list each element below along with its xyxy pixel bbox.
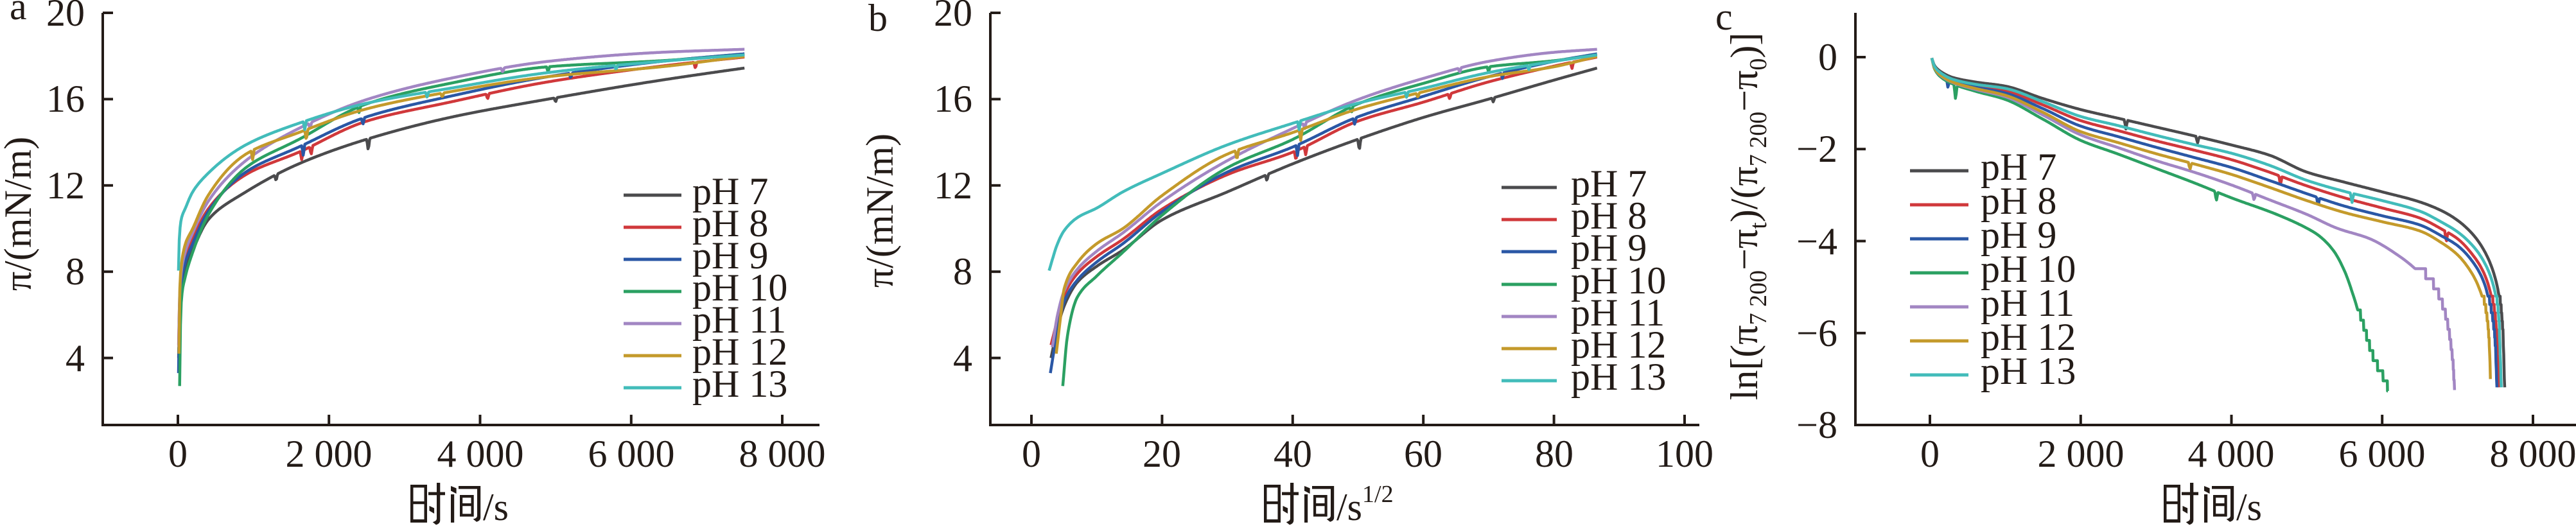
svg-text:pH 10: pH 10 bbox=[692, 266, 787, 309]
svg-text:pH 8: pH 8 bbox=[1981, 180, 2056, 222]
svg-text:pH 7: pH 7 bbox=[1571, 162, 1647, 205]
svg-text:pH 11: pH 11 bbox=[692, 299, 786, 341]
svg-text:a: a bbox=[10, 0, 27, 28]
svg-text:b: b bbox=[868, 0, 888, 39]
svg-text:pH 12: pH 12 bbox=[1981, 316, 2076, 358]
svg-text:4: 4 bbox=[953, 337, 972, 379]
svg-text:0: 0 bbox=[1818, 36, 1837, 78]
svg-text:6 000: 6 000 bbox=[2339, 433, 2426, 475]
svg-text:pH 11: pH 11 bbox=[1981, 282, 2074, 324]
svg-text:/s: /s bbox=[483, 486, 509, 528]
svg-text:−8: −8 bbox=[1796, 404, 1837, 446]
svg-text:80: 80 bbox=[1535, 433, 1573, 475]
svg-text:20: 20 bbox=[934, 0, 972, 34]
svg-text:16: 16 bbox=[934, 78, 972, 120]
svg-text:60: 60 bbox=[1404, 433, 1442, 475]
svg-text:4 000: 4 000 bbox=[437, 433, 524, 475]
svg-text:π/(mN/m): π/(mN/m) bbox=[0, 137, 39, 291]
svg-text:pH 9: pH 9 bbox=[1981, 214, 2056, 256]
svg-text:12: 12 bbox=[934, 164, 972, 207]
svg-text:pH 10: pH 10 bbox=[1571, 259, 1666, 302]
svg-text:−6: −6 bbox=[1796, 312, 1837, 354]
svg-text:16: 16 bbox=[46, 78, 85, 120]
svg-text:pH 8: pH 8 bbox=[1571, 195, 1647, 237]
svg-text:pH 13: pH 13 bbox=[1981, 350, 2076, 392]
svg-text:−4: −4 bbox=[1796, 220, 1837, 263]
svg-text:4 000: 4 000 bbox=[2188, 433, 2275, 475]
svg-text:0: 0 bbox=[1022, 433, 1041, 475]
svg-text:pH 11: pH 11 bbox=[1571, 291, 1665, 334]
svg-text:8 000: 8 000 bbox=[739, 433, 826, 475]
svg-text:2 000: 2 000 bbox=[2038, 433, 2125, 475]
svg-text:8 000: 8 000 bbox=[2490, 433, 2576, 475]
svg-text:8: 8 bbox=[66, 250, 85, 293]
svg-text:6 000: 6 000 bbox=[588, 433, 675, 475]
svg-text:8: 8 bbox=[953, 250, 972, 293]
svg-text:20: 20 bbox=[1143, 433, 1181, 475]
svg-text:π/(mN/m): π/(mN/m) bbox=[859, 134, 901, 288]
svg-text:4: 4 bbox=[66, 337, 85, 379]
svg-text:ln[(π7 200−πt)/(π7 200−π0)]: ln[(π7 200−πt)/(π7 200−π0)] bbox=[1723, 33, 1772, 401]
svg-text:40: 40 bbox=[1274, 433, 1312, 475]
svg-text:pH 12: pH 12 bbox=[692, 331, 787, 373]
svg-text:−2: −2 bbox=[1796, 128, 1837, 170]
svg-text:c: c bbox=[1715, 0, 1733, 38]
svg-text:pH 12: pH 12 bbox=[1571, 324, 1666, 366]
svg-text:pH 13: pH 13 bbox=[1571, 356, 1666, 398]
svg-text:12: 12 bbox=[46, 164, 85, 207]
svg-text:100: 100 bbox=[1656, 433, 1713, 475]
svg-text:pH 8: pH 8 bbox=[692, 202, 768, 245]
svg-text:pH 7: pH 7 bbox=[1981, 146, 2056, 188]
svg-text:0: 0 bbox=[168, 433, 188, 475]
svg-text:pH 10: pH 10 bbox=[1981, 248, 2076, 290]
svg-text:0: 0 bbox=[1920, 433, 1940, 475]
svg-text:pH 9: pH 9 bbox=[692, 234, 768, 277]
svg-text:pH 13: pH 13 bbox=[692, 363, 787, 405]
svg-text:/s: /s bbox=[2236, 486, 2262, 528]
svg-text:20: 20 bbox=[46, 0, 85, 34]
svg-text:2 000: 2 000 bbox=[286, 433, 372, 475]
svg-text:pH 9: pH 9 bbox=[1571, 227, 1647, 269]
svg-text:pH 7: pH 7 bbox=[692, 170, 768, 212]
